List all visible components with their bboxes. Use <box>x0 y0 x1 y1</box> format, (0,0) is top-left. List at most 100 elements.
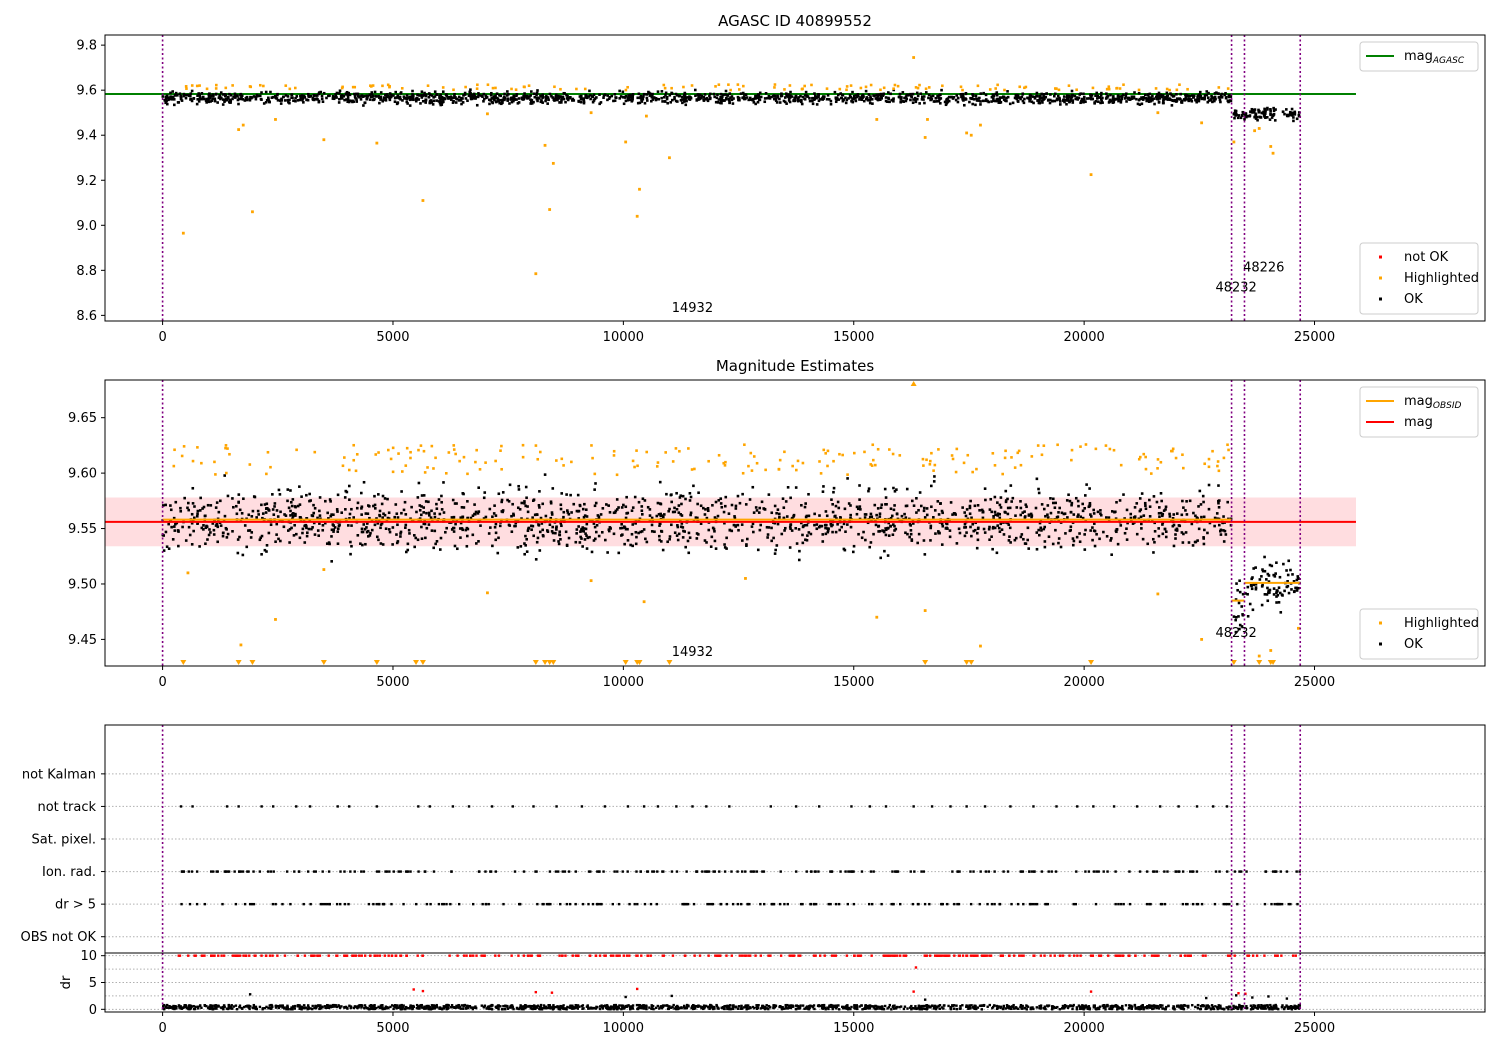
data-point-ok <box>250 515 254 518</box>
data-point-ok <box>938 1007 942 1010</box>
data-point-ok <box>856 507 860 511</box>
data-point-ok <box>298 98 302 102</box>
data-point-ok <box>893 524 896 528</box>
data-point-ok <box>347 91 351 95</box>
data-point-ok <box>260 553 263 556</box>
data-point-ok <box>711 503 714 507</box>
data-point-ok <box>387 517 391 520</box>
data-point-ok <box>216 525 220 529</box>
data-point-ok <box>875 513 878 517</box>
data-point-ok <box>179 95 183 98</box>
data-point-highlighted <box>205 87 209 91</box>
data-point-ok <box>748 96 752 100</box>
data-point-ok <box>327 517 330 520</box>
data-point-ok <box>1105 516 1108 519</box>
data-point-ok <box>439 536 443 540</box>
data-point-ok <box>1242 112 1246 116</box>
data-point-ok <box>310 527 313 531</box>
data-point-ok <box>495 96 499 100</box>
data-point-ok <box>754 94 758 98</box>
flag-marker <box>190 870 194 873</box>
data-point-ok <box>265 502 269 506</box>
data-point-ok <box>804 502 807 505</box>
data-point-ok <box>279 539 282 543</box>
data-point-ok <box>788 96 792 99</box>
data-point-ok <box>770 526 773 530</box>
data-point-ok <box>525 496 528 500</box>
data-point-highlighted <box>933 463 937 467</box>
data-point-highlighted <box>464 85 467 89</box>
data-point-ok <box>658 502 662 505</box>
flag-marker <box>675 870 679 873</box>
data-point-ok <box>845 98 849 102</box>
data-point-ok <box>427 523 431 526</box>
data-point-highlighted <box>1207 465 1211 469</box>
data-point-ok <box>453 544 457 548</box>
data-point-ok <box>676 525 680 529</box>
data-point-highlighted <box>612 449 616 453</box>
data-point-ok <box>972 529 976 533</box>
data-point-ok <box>296 1004 300 1007</box>
flag-marker <box>180 902 183 906</box>
obsid-annotation: 14932 <box>672 301 713 316</box>
data-point-ok <box>1198 489 1202 493</box>
data-point-highlighted <box>1211 449 1214 453</box>
flag-marker <box>1186 902 1189 906</box>
data-point-ok <box>418 94 421 97</box>
data-point-ok <box>981 516 985 520</box>
data-point-ok <box>954 98 958 102</box>
data-point-ok <box>835 517 838 520</box>
data-point-highlighted <box>274 118 277 121</box>
data-point-highlighted <box>742 84 745 88</box>
data-point-ok <box>720 505 724 509</box>
data-point-ok <box>558 95 562 98</box>
data-point-ok <box>360 527 364 531</box>
data-point-ok <box>592 93 596 97</box>
data-point-ok <box>401 99 404 102</box>
data-point-ok <box>1039 526 1043 530</box>
data-point-ok <box>1129 97 1133 101</box>
data-point-ok <box>775 101 779 104</box>
data-point-ok <box>1187 97 1191 101</box>
flag-category-label: Sat. pixel. <box>32 833 96 848</box>
data-point-ok <box>489 526 492 529</box>
data-point-ok <box>1269 108 1272 111</box>
data-point-ok <box>1138 509 1142 513</box>
data-point-ok <box>879 94 882 98</box>
flag-marker <box>951 870 954 873</box>
data-point-ok <box>867 489 870 493</box>
data-point-ok <box>1099 513 1103 517</box>
data-point-ok <box>923 101 926 105</box>
data-point-ok <box>322 91 326 95</box>
flag-marker <box>404 870 408 873</box>
data-point-ok <box>396 516 400 519</box>
data-point-ok <box>209 504 213 507</box>
data-point-ok <box>338 89 342 93</box>
flag-marker <box>1084 870 1087 873</box>
data-point-ok <box>1293 111 1297 115</box>
data-point-ok <box>1008 102 1012 106</box>
data-point-highlighted <box>832 459 835 463</box>
data-point-ok <box>904 531 907 535</box>
data-point-ok <box>566 509 569 512</box>
data-point-ok <box>1246 585 1250 589</box>
data-point-ok <box>834 530 838 534</box>
data-point-ok <box>689 495 693 499</box>
data-point-ok <box>906 532 909 536</box>
data-point-ok <box>395 533 398 536</box>
data-point-ok <box>919 92 923 96</box>
data-point-highlighted <box>803 84 806 88</box>
flag-marker <box>258 870 262 873</box>
data-point-ok <box>752 101 756 104</box>
data-point-ok <box>1022 537 1025 541</box>
y-tick-label: 8.6 <box>76 309 97 324</box>
flag-marker <box>237 805 240 808</box>
flag-marker <box>226 870 230 873</box>
chart-title: AGASC ID 40899552 <box>718 12 872 30</box>
x-tick-label: 0 <box>158 675 166 690</box>
data-point-ok <box>1110 553 1113 556</box>
data-point-highlighted <box>1105 87 1109 91</box>
data-point-ok <box>588 89 591 93</box>
data-point-ok <box>201 507 204 510</box>
data-point-ok <box>1217 96 1221 99</box>
